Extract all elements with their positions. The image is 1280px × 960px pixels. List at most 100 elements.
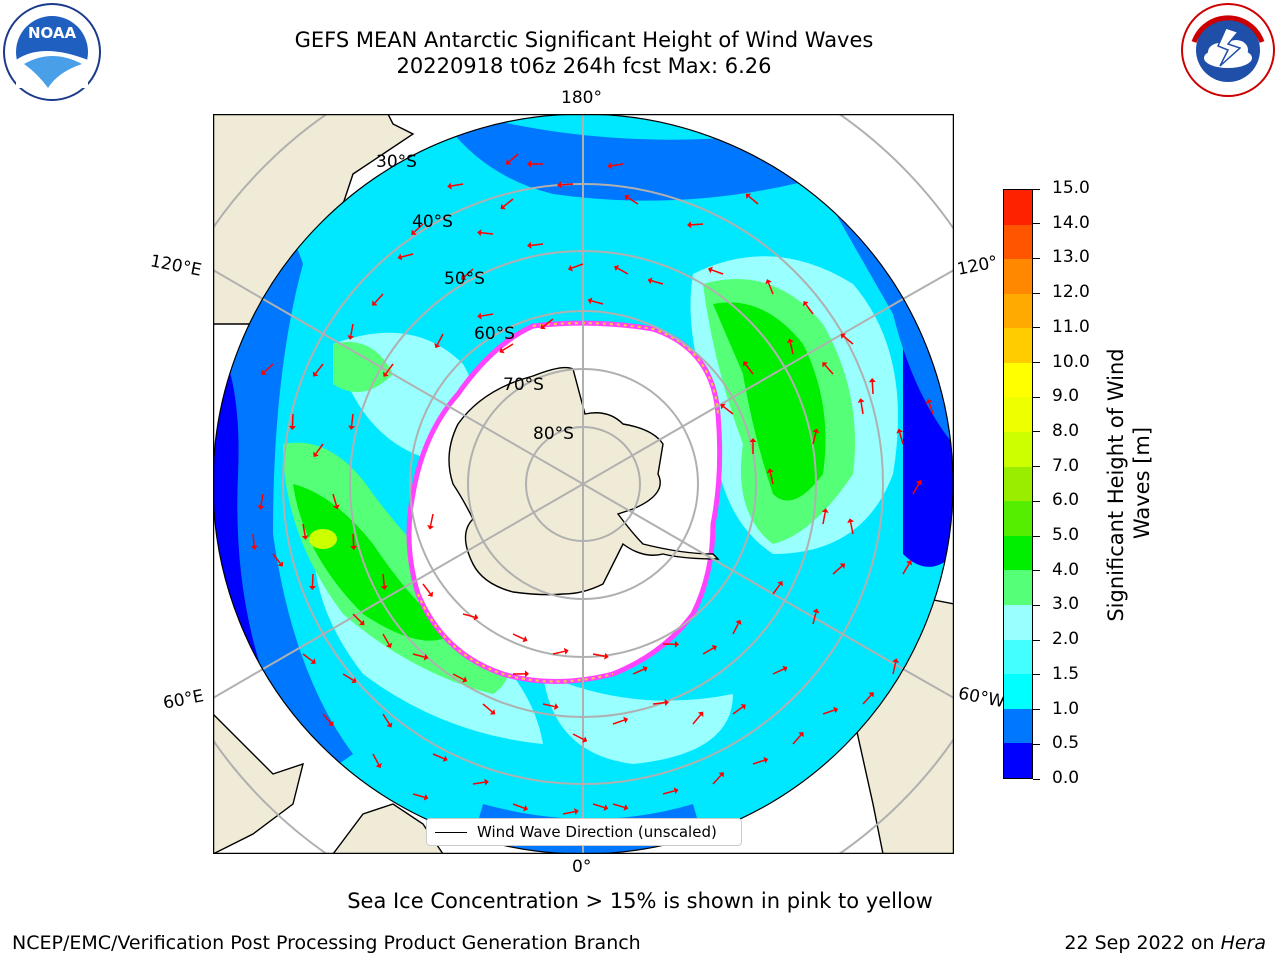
wave-arrow-head <box>735 619 742 625</box>
map-legend: Wind Wave Direction (unscaled) <box>426 818 742 846</box>
wave-arrow-head <box>427 525 434 530</box>
colorbar-tick-mark <box>1033 223 1040 225</box>
wave-arrow-shaft <box>315 443 324 455</box>
colorbar-tick-mark <box>1033 778 1040 780</box>
colorbar-tick-label: 7.0 <box>1052 455 1080 476</box>
lat-label-70s: 70°S <box>503 375 544 395</box>
colorbar-segment <box>1004 189 1032 225</box>
wave-arrow-head <box>477 312 482 320</box>
wave-arrow-shaft <box>748 195 759 205</box>
wave-arrow-shaft <box>382 713 390 725</box>
wave-arrow-head <box>427 591 434 597</box>
wave-arrow-head <box>711 644 717 651</box>
lat-label-50s: 50°S <box>444 269 485 289</box>
colorbar-segment <box>1004 639 1032 675</box>
colorbar-segment <box>1004 501 1032 536</box>
wave-arrow-shaft <box>512 633 525 640</box>
wave-arrow-head <box>777 581 783 587</box>
wave-arrow-shaft <box>480 231 494 235</box>
colorbar-tick-mark <box>1033 743 1040 745</box>
lat-label-60s: 60°S <box>474 324 515 344</box>
colorbar-tick-mark <box>1033 292 1040 294</box>
wave-arrow-head <box>499 347 505 354</box>
wave-arrow-shaft <box>332 493 338 506</box>
wave-arrow-head <box>925 398 933 404</box>
wave-arrow-head <box>587 297 593 305</box>
graticule <box>213 114 953 854</box>
colorbar-tick-label: 1.5 <box>1052 663 1080 684</box>
wave-arrow-shaft <box>562 810 575 815</box>
wave-arrow-shaft <box>832 565 843 575</box>
wave-arrow-shaft <box>436 333 444 345</box>
wave-arrow-shaft <box>632 668 645 675</box>
wave-arrow-head <box>489 709 496 715</box>
colorbar-segment <box>1004 466 1032 502</box>
colorbar-tick-mark <box>1033 570 1040 572</box>
colorbar-tick-mark <box>1033 396 1040 398</box>
wave-arrow-shaft <box>260 493 264 506</box>
colorbar-segment <box>1004 708 1032 744</box>
wave-arrow-shaft <box>542 703 555 708</box>
wave-arrow-head <box>607 162 612 170</box>
wave-arrow-head <box>411 229 417 235</box>
wave-arrow-shaft <box>617 267 629 275</box>
colorbar-tick-mark <box>1033 362 1040 364</box>
wave-arrow-head <box>347 335 355 340</box>
wave-arrow-head <box>906 560 913 566</box>
colorbar-segment <box>1004 362 1032 398</box>
wave-arrow-shaft <box>502 343 514 351</box>
wave-arrow-head <box>385 642 393 648</box>
wave-arrow-head <box>720 403 726 410</box>
wave-arrow-head <box>892 658 900 664</box>
wave-arrow-shaft <box>342 673 354 681</box>
wave-arrow-head <box>624 194 630 201</box>
colorbar-label-line2: Waves [m] <box>1130 426 1154 540</box>
wave-arrow-head <box>763 756 769 764</box>
wave-arrow-head <box>833 706 839 714</box>
wave-arrow-head <box>500 203 506 210</box>
wave-arrow-head <box>527 160 532 168</box>
wave-arrow-head <box>798 731 804 738</box>
wave-arrow-shaft <box>860 402 864 415</box>
colorbar-tick-mark <box>1033 639 1040 641</box>
wave-arrow-shaft <box>315 363 324 374</box>
wave-arrow-head <box>822 362 828 368</box>
wave-arrow-shaft <box>592 653 605 657</box>
colorbar-tick-label: 3.0 <box>1052 594 1080 615</box>
wave-arrow-head <box>310 658 316 664</box>
wave-arrow-head <box>250 545 258 550</box>
colorbar-tick-mark <box>1033 188 1040 190</box>
legend-line-icon <box>435 832 467 833</box>
lat-label-40s: 40°S <box>412 212 453 232</box>
wave-arrow-shaft <box>812 432 817 445</box>
wave-arrow-head <box>868 692 874 698</box>
colorbar-label-line1: Significant Height of Wind <box>1104 348 1128 622</box>
wave-arrow-shaft <box>432 753 445 760</box>
wave-arrow-head <box>697 711 704 717</box>
wave-arrow-head <box>574 808 579 816</box>
wave-arrow-shaft <box>592 803 605 809</box>
wave-arrow-head <box>915 480 922 486</box>
colorbar-tick-label: 13.0 <box>1052 247 1090 268</box>
map-frame <box>212 113 955 855</box>
wave-arrow-shaft <box>572 733 585 741</box>
wave-arrow-head <box>473 613 479 621</box>
wave-arrow-head <box>261 369 267 375</box>
wave-arrow-shaft <box>472 781 485 785</box>
wave-arrow-head <box>477 229 482 237</box>
wave-arrow-head <box>812 428 820 434</box>
wave-arrow-shaft <box>482 703 493 713</box>
lat-label-30s: 30°S <box>376 152 417 172</box>
colorbar-segment <box>1004 432 1032 467</box>
wave-arrow-shaft <box>690 223 704 226</box>
wave-arrow-head <box>782 665 788 673</box>
wave-arrow-head <box>359 619 365 626</box>
wave-arrow-head <box>461 274 467 280</box>
wave-arrow-shaft <box>591 300 604 305</box>
wave-arrow-head <box>674 640 679 648</box>
colorbar-tick-mark <box>1033 327 1040 329</box>
wave-arrow-head <box>522 635 528 643</box>
colorbar-tick-mark <box>1033 709 1040 711</box>
wave-arrow-shaft <box>812 612 817 625</box>
wave-arrow-shaft <box>571 263 584 269</box>
